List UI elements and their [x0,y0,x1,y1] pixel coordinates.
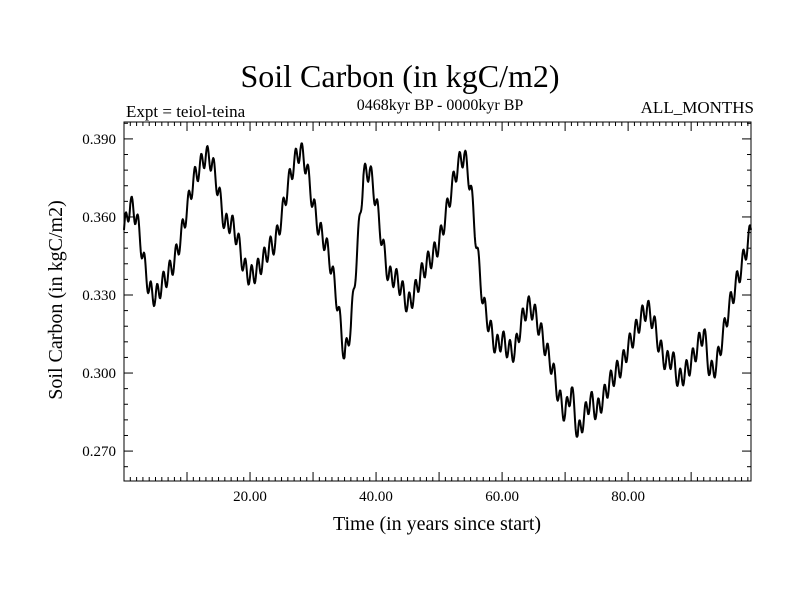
x-axis-label: Time (in years since start) [333,513,541,535]
y-tick-label: 0.360 [82,210,116,226]
y-tick-labels: 0.270 0.300 0.330 0.360 0.390 [82,132,116,460]
months-label: ALL_MONTHS [640,98,754,117]
y-tick-label: 0.270 [82,444,116,460]
period-label: 0468kyr BP - 0000kyr BP [356,97,524,114]
x-tick-label: 80.00 [611,489,645,505]
plot-frame [123,121,752,482]
series-line-soil-carbon [123,142,752,438]
x-tick-label: 20.00 [233,489,267,505]
y-axis-label: Soil Carbon (in kgC/m2) [45,200,67,399]
y-tick-label: 0.390 [82,132,116,148]
y-tick-label: 0.330 [82,288,116,304]
x-tick-label: 60.00 [485,489,519,505]
chart-title: Soil Carbon (in kgC/m2) [240,58,560,94]
x-tick-label: 40.00 [359,489,393,505]
tick-marks [124,122,751,481]
y-tick-label: 0.300 [82,366,116,382]
x-tick-labels: 20.00 40.00 60.00 80.00 [233,489,645,505]
experiment-label: Expt = teiol-teina [126,102,246,121]
